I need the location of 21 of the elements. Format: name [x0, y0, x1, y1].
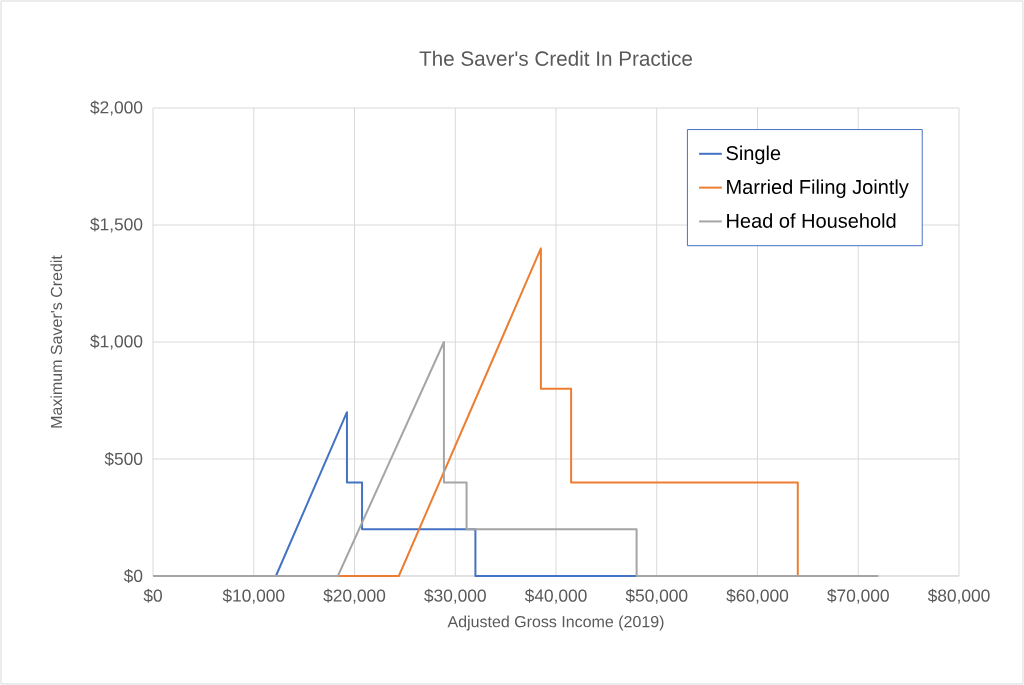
- line-series: [152, 340, 880, 577]
- y-tick-label: $1,000: [90, 334, 143, 350]
- x-tick-label: $60,000: [726, 588, 789, 604]
- x-tick-label: $20,000: [323, 588, 386, 604]
- x-tick-label: $40,000: [524, 588, 587, 604]
- x-tick-label: $70,000: [827, 588, 889, 604]
- y-tick-label: $2,000: [90, 100, 143, 116]
- x-tick-label: $30,000: [424, 588, 486, 604]
- y-tick-label: $0: [123, 568, 143, 583]
- y-tick-label: $1,500: [90, 217, 143, 233]
- y-axis-title: Maximum Saver's Credit: [50, 255, 63, 428]
- x-axis-title: Adjusted Gross Income (2019): [447, 615, 664, 631]
- x-tick-label: $50,000: [625, 588, 688, 604]
- x-tick-label: $80,000: [927, 588, 990, 604]
- legend-label: Married Filing Jointly: [727, 179, 909, 199]
- legend-label: Single: [726, 145, 781, 165]
- x-tick-label: $0: [143, 588, 162, 603]
- x-tick-label: $10,000: [222, 588, 285, 604]
- chart-title: The Saver's Credit In Practice: [419, 50, 692, 66]
- legend-label: Head of Household: [727, 213, 896, 228]
- y-tick-label: $500: [104, 451, 143, 466]
